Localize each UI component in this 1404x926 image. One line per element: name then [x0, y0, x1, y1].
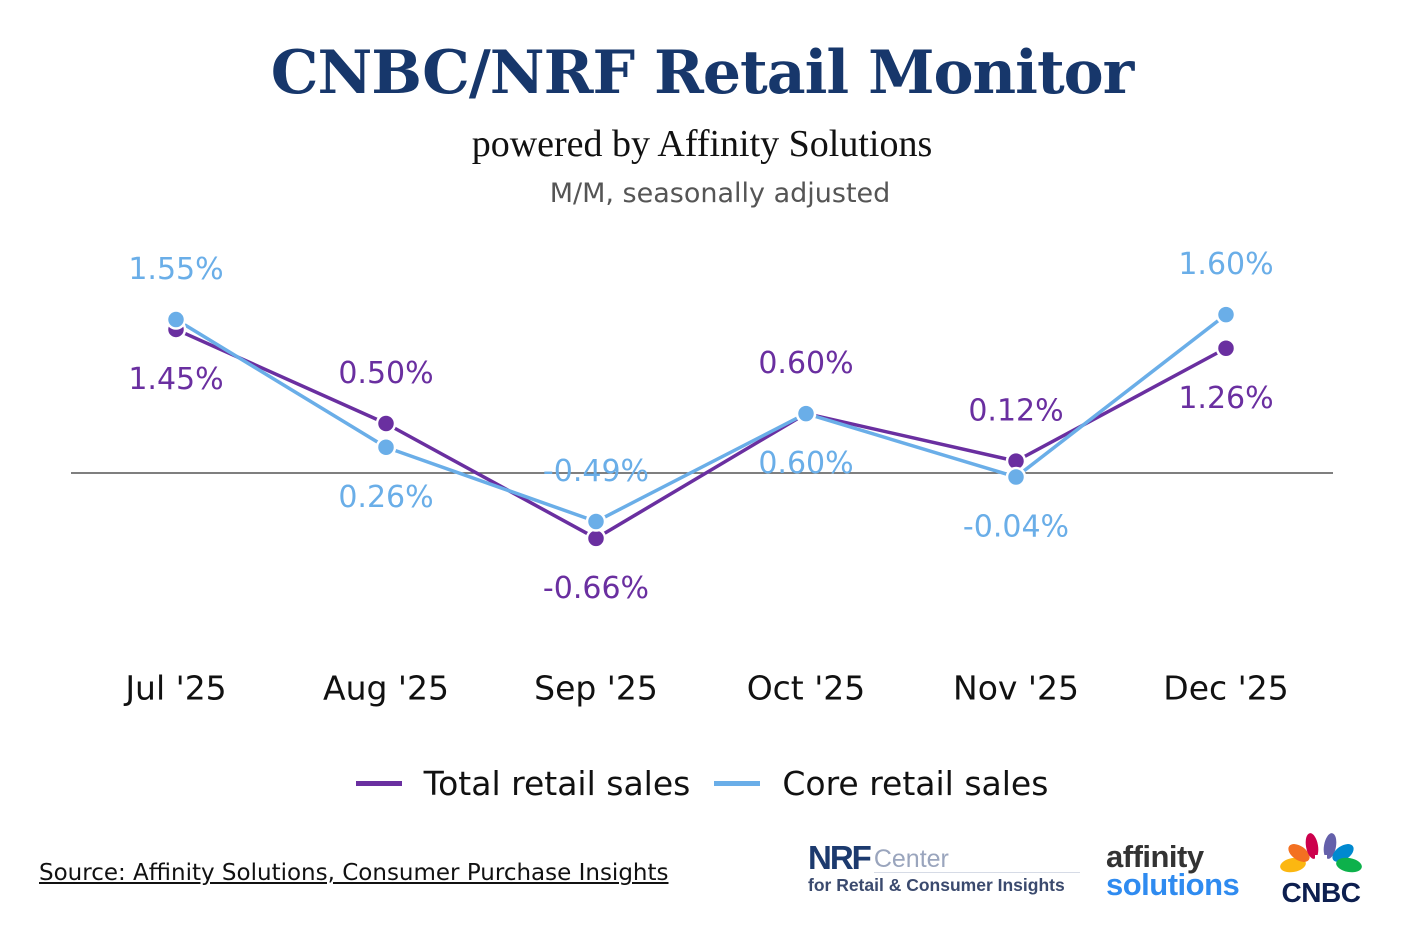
data-label-1-2: -0.49%: [543, 454, 649, 489]
source-link[interactable]: Source: Affinity Solutions, Consumer Pur…: [39, 860, 669, 886]
legend-swatch-core: [714, 781, 761, 786]
x-tick-label: Dec '25: [1163, 669, 1288, 708]
data-label-1-0: 1.55%: [128, 252, 223, 287]
data-label-0-0: 1.45%: [128, 362, 223, 397]
legend-item-total: Total retail sales: [355, 764, 691, 803]
cnbc-logo-word: CNBC: [1281, 877, 1361, 908]
x-tick-label: Sep '25: [534, 669, 658, 708]
data-label-1-3: 0.60%: [758, 446, 853, 481]
nrf-logo-center: Center: [873, 847, 1080, 873]
nrf-logo: NRF Center for Retail & Consumer Insight…: [808, 839, 1080, 896]
data-point-1-1: [375, 437, 397, 458]
legend-label-total: Total retail sales: [423, 764, 691, 803]
nrf-logo-sub: for Retail & Consumer Insights: [808, 875, 1065, 895]
chart-title: CNBC/NRF Retail Monitor: [270, 38, 1135, 108]
legend-item-core: Core retail sales: [714, 764, 1048, 803]
data-point-1-2: [585, 511, 607, 532]
x-tick-label: Aug '25: [323, 669, 449, 708]
chart-subtitle: powered by Affinity Solutions: [471, 123, 933, 165]
data-label-0-5: 1.26%: [1178, 381, 1273, 416]
cnbc-peacock-icon: [1280, 833, 1362, 877]
legend-label-core: Core retail sales: [782, 764, 1049, 803]
affinity-logo-line2: solutions: [1106, 867, 1240, 902]
data-point-1-4: [1005, 466, 1027, 488]
nrf-logo-word: NRF: [808, 839, 872, 876]
data-point-1-0: [165, 309, 187, 330]
series-line-0: [175, 327, 1227, 541]
data-label-0-2: -0.66%: [543, 571, 649, 606]
data-point-1-3: [795, 403, 817, 424]
x-tick-label: Oct '25: [747, 669, 866, 708]
data-point-0-2: [585, 528, 607, 549]
legend-swatch-total: [355, 781, 402, 786]
data-label-1-5: 1.60%: [1178, 247, 1273, 282]
data-label-0-4: 0.12%: [968, 394, 1063, 429]
cnbc-logo: CNBC: [1276, 833, 1366, 909]
x-tick-label: Jul '25: [123, 669, 226, 708]
legend: Total retail sales Core retail sales: [0, 764, 1404, 803]
affinity-logo: affinity solutions: [1106, 839, 1240, 902]
series-line-1: [175, 313, 1228, 524]
data-point-0-1: [375, 413, 397, 434]
data-point-0-5: [1215, 338, 1237, 359]
data-label-0-3: 0.60%: [758, 346, 853, 381]
chart-note: M/M, seasonally adjusted: [549, 178, 891, 209]
data-label-1-4: -0.04%: [963, 509, 1069, 544]
x-tick-label: Nov '25: [953, 669, 1079, 708]
affinity-logo-line1: affinity: [1106, 839, 1204, 874]
data-label-0-1: 0.50%: [338, 356, 433, 391]
data-point-1-5: [1215, 304, 1237, 325]
data-label-1-1: 0.26%: [338, 480, 433, 515]
